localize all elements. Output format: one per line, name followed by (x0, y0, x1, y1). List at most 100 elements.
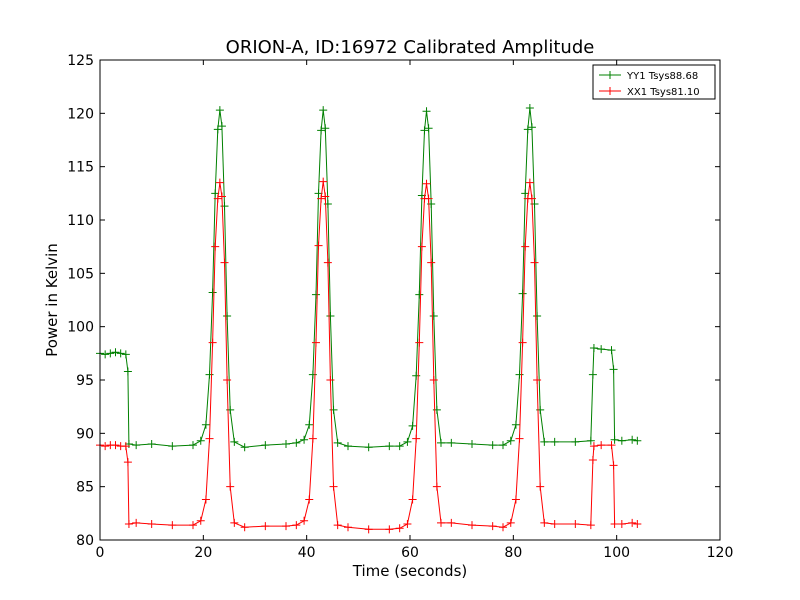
data-point (607, 441, 616, 450)
data-point (403, 437, 412, 446)
data-point (329, 482, 338, 491)
data-point (116, 349, 125, 358)
data-point (468, 521, 476, 530)
data-point (597, 345, 606, 354)
data-point (385, 442, 394, 451)
data-point (196, 436, 205, 445)
y-axis: 80 85 90 95 100 105 110 115 120 125 (67, 53, 720, 549)
data-point (506, 436, 515, 445)
data-point (314, 189, 323, 198)
data-point (609, 461, 618, 470)
data-point (282, 522, 290, 531)
data-point (240, 523, 249, 532)
data-point (527, 194, 536, 203)
data-point (323, 258, 332, 267)
data-point (468, 440, 476, 448)
data-point (550, 437, 559, 446)
data-point (364, 525, 373, 534)
data-point (521, 189, 530, 198)
data-point (230, 437, 239, 446)
data-point (101, 442, 110, 451)
data-point (189, 441, 197, 450)
data-point (447, 518, 456, 527)
y-tick-label: 120 (67, 106, 94, 122)
data-point (420, 126, 429, 135)
legend-marker-0 (606, 71, 614, 79)
x-tick-label: 80 (504, 545, 522, 561)
data-point (364, 443, 373, 452)
data-point (415, 338, 424, 347)
data-point (628, 518, 637, 527)
y-tick-label: 105 (67, 266, 94, 282)
data-point (437, 518, 445, 527)
data-point (300, 435, 309, 444)
data-point (607, 346, 616, 355)
legend-label: XX1 Tsys81.10 (627, 87, 700, 98)
y-tick-label: 95 (76, 373, 94, 389)
data-point (540, 518, 549, 527)
data-point (488, 522, 497, 531)
x-axis-label: Time (seconds) (352, 562, 468, 580)
data-point (344, 523, 352, 532)
series-1 (96, 177, 642, 534)
data-point (525, 104, 534, 112)
data-point (215, 178, 224, 187)
data-point (571, 437, 580, 446)
data-point (429, 376, 438, 384)
data-point (515, 370, 524, 379)
data-point (220, 258, 229, 267)
data-point (518, 338, 527, 347)
data-point (308, 434, 317, 443)
data-point (215, 106, 224, 115)
data-point (617, 436, 626, 445)
data-point (385, 525, 394, 534)
data-point (506, 518, 515, 527)
data-point (429, 312, 438, 320)
data-point (518, 289, 527, 298)
data-point (213, 125, 222, 134)
data-point (424, 194, 433, 203)
data-point (317, 126, 326, 135)
data-point (424, 124, 433, 133)
data-point (300, 516, 309, 525)
data-point (223, 376, 232, 384)
data-point (217, 192, 226, 201)
data-point (610, 520, 619, 528)
data-point (333, 438, 342, 447)
x-tick-label: 60 (401, 545, 419, 561)
data-point (121, 442, 130, 451)
data-point (168, 521, 177, 530)
data-point (101, 350, 110, 359)
data-point (111, 441, 120, 450)
data-point (412, 434, 421, 443)
data-point (305, 495, 314, 504)
data-point (499, 523, 507, 532)
data-point (432, 482, 441, 491)
data-point (240, 443, 249, 452)
data-point (422, 179, 431, 188)
data-point (597, 441, 606, 450)
series-line-0 (99, 107, 638, 448)
data-point (437, 438, 445, 447)
y-tick-label: 85 (76, 480, 94, 496)
data-point (261, 441, 270, 450)
data-point (408, 421, 417, 430)
data-point (571, 520, 580, 528)
data-point (530, 258, 539, 267)
data-point (536, 482, 545, 491)
series-line-1 (99, 181, 638, 530)
data-point (533, 312, 542, 320)
data-point (511, 420, 520, 429)
data-point (488, 441, 497, 450)
legend-marker-1 (606, 87, 614, 95)
series-layer (96, 104, 642, 534)
data-point (201, 420, 210, 429)
legend-label: YY1 Tsys88.68 (626, 71, 698, 82)
data-point (550, 520, 559, 528)
data-point (617, 520, 626, 528)
data-point (230, 518, 239, 527)
data-point (211, 189, 220, 198)
data-point (344, 442, 352, 451)
data-point (633, 520, 642, 528)
data-point (168, 442, 177, 451)
